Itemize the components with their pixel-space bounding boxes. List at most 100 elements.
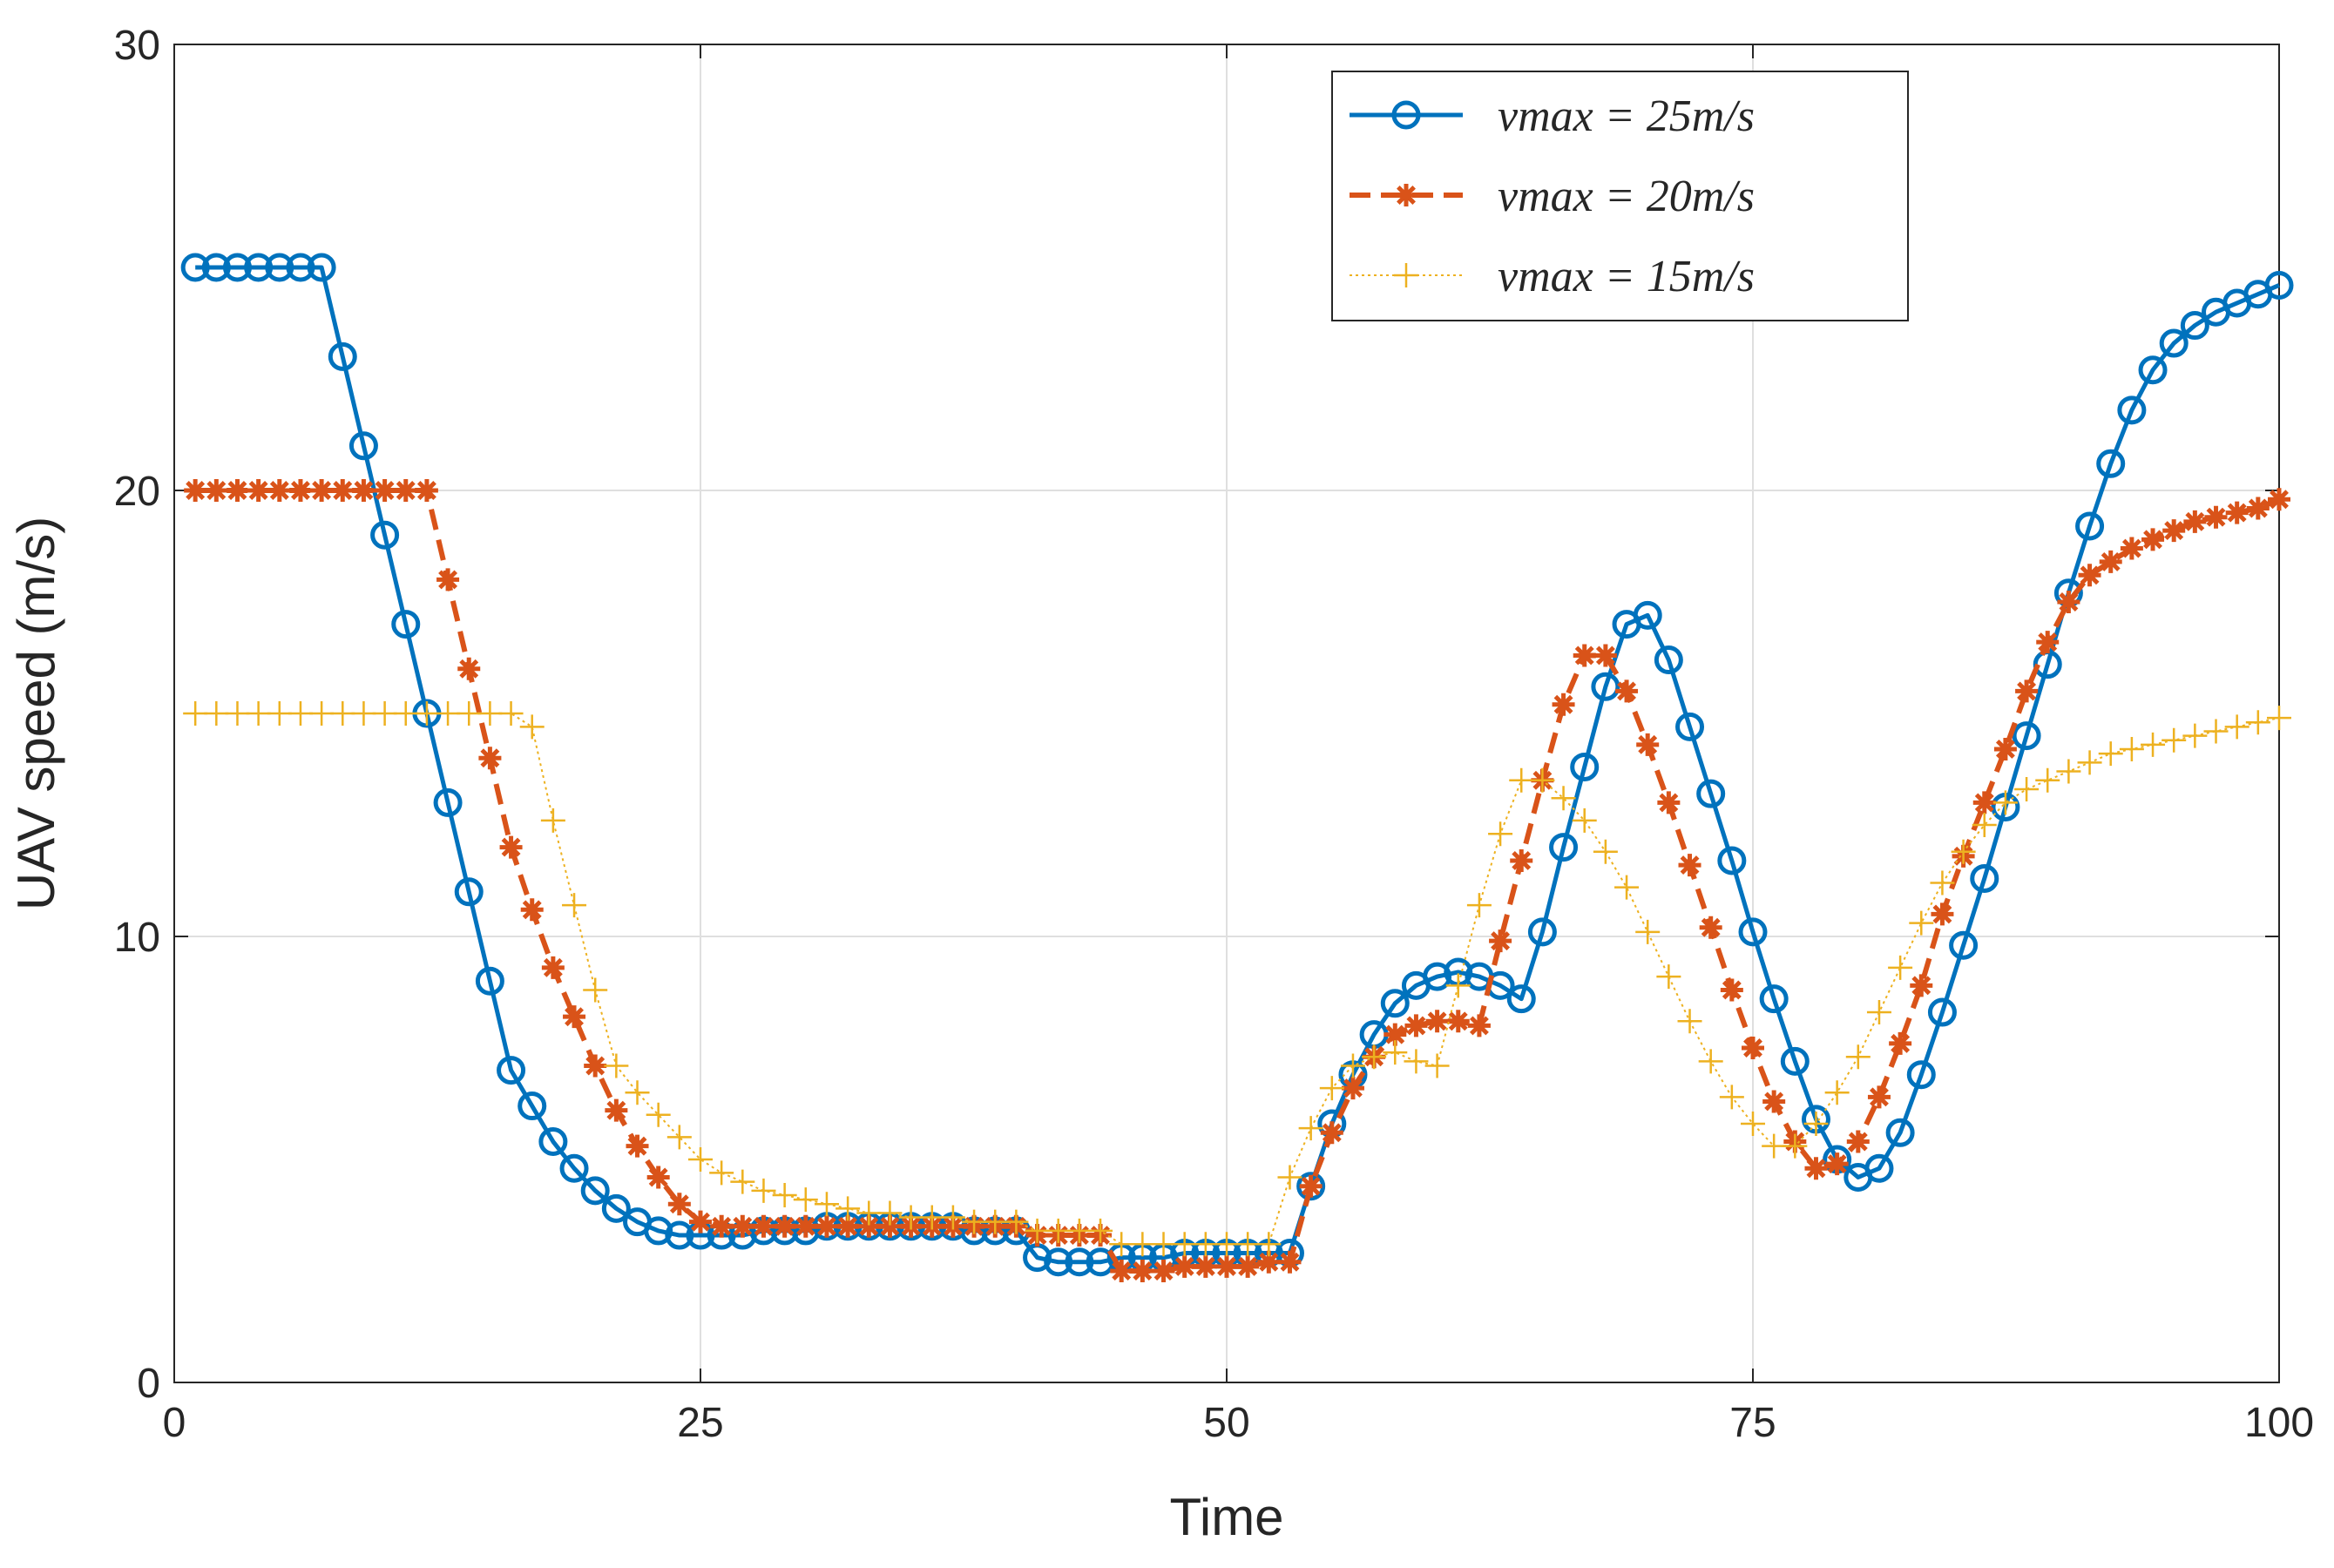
marker bbox=[1636, 733, 1660, 756]
marker bbox=[288, 479, 312, 502]
marker bbox=[1845, 1044, 1871, 1070]
marker bbox=[205, 479, 228, 502]
marker bbox=[2015, 679, 2039, 703]
marker bbox=[457, 701, 482, 726]
marker bbox=[498, 701, 524, 726]
marker bbox=[201, 253, 231, 282]
marker bbox=[563, 1005, 586, 1029]
marker bbox=[604, 1053, 629, 1078]
marker bbox=[1614, 875, 1640, 900]
x-axis-label: Time bbox=[1169, 1488, 1283, 1546]
marker bbox=[1719, 1085, 1744, 1110]
marker bbox=[625, 1080, 650, 1105]
marker bbox=[225, 701, 250, 726]
marker bbox=[1906, 1060, 1936, 1090]
marker bbox=[370, 520, 400, 550]
marker bbox=[1762, 1133, 1787, 1159]
marker bbox=[731, 1214, 754, 1238]
marker bbox=[1380, 989, 1410, 1018]
marker bbox=[1675, 712, 1705, 741]
marker bbox=[2119, 736, 2144, 761]
marker bbox=[1738, 917, 1768, 947]
marker bbox=[222, 253, 252, 282]
marker bbox=[2075, 511, 2105, 541]
marker bbox=[1846, 1130, 1870, 1153]
marker bbox=[2120, 537, 2143, 560]
marker bbox=[2224, 714, 2249, 740]
marker bbox=[541, 956, 565, 979]
marker bbox=[265, 253, 294, 282]
marker bbox=[457, 657, 481, 680]
marker bbox=[1530, 767, 1555, 793]
marker bbox=[1949, 930, 1979, 960]
marker bbox=[1615, 679, 1639, 703]
marker bbox=[2264, 270, 2294, 300]
marker bbox=[352, 479, 375, 502]
marker bbox=[244, 253, 274, 282]
marker bbox=[1509, 767, 1534, 793]
marker bbox=[814, 1192, 839, 1217]
marker bbox=[247, 479, 270, 502]
marker bbox=[1066, 1218, 1092, 1243]
marker bbox=[1319, 1076, 1344, 1101]
marker bbox=[1931, 902, 1954, 926]
marker bbox=[246, 701, 271, 726]
marker bbox=[1633, 600, 1662, 630]
marker bbox=[2183, 510, 2207, 533]
marker bbox=[1762, 1090, 1786, 1113]
marker bbox=[2141, 528, 2165, 551]
marker bbox=[1404, 1049, 1429, 1074]
marker bbox=[1656, 964, 1681, 990]
marker bbox=[1466, 893, 1492, 918]
marker bbox=[1065, 1247, 1094, 1277]
series-line bbox=[195, 713, 2280, 1246]
marker bbox=[1527, 917, 1557, 947]
marker bbox=[1446, 1010, 1470, 1033]
marker bbox=[1677, 1009, 1702, 1034]
marker bbox=[1489, 929, 1512, 953]
marker bbox=[1086, 1247, 1115, 1277]
marker bbox=[288, 701, 313, 726]
marker bbox=[478, 747, 502, 770]
marker bbox=[497, 1056, 526, 1085]
marker bbox=[1864, 1153, 1894, 1183]
marker bbox=[331, 479, 355, 502]
marker bbox=[477, 701, 503, 726]
marker bbox=[878, 1214, 902, 1238]
marker bbox=[1570, 752, 1600, 781]
marker bbox=[433, 787, 463, 817]
x-tick-label: 75 bbox=[1729, 1400, 1776, 1446]
marker bbox=[1299, 1174, 1323, 1198]
marker bbox=[1552, 693, 1575, 716]
marker bbox=[1383, 1023, 1407, 1046]
marker bbox=[646, 1166, 670, 1189]
marker bbox=[584, 1054, 607, 1078]
marker bbox=[1423, 962, 1452, 991]
marker bbox=[286, 253, 315, 282]
marker bbox=[1391, 100, 1421, 130]
marker bbox=[1867, 1085, 1891, 1109]
marker bbox=[2035, 767, 2060, 793]
marker bbox=[2117, 395, 2147, 425]
y-tick-label: 30 bbox=[114, 23, 160, 69]
marker bbox=[1635, 919, 1661, 944]
marker bbox=[309, 701, 335, 726]
marker bbox=[1256, 1232, 1282, 1257]
marker bbox=[351, 701, 376, 726]
y-tick-label: 20 bbox=[114, 469, 160, 515]
marker bbox=[1278, 1250, 1302, 1274]
marker bbox=[1296, 1172, 1326, 1201]
marker bbox=[1866, 1000, 1891, 1025]
marker bbox=[2036, 631, 2060, 654]
marker bbox=[857, 1214, 881, 1238]
marker bbox=[1696, 779, 1726, 808]
marker bbox=[1742, 1037, 1764, 1059]
marker bbox=[601, 1193, 631, 1223]
marker bbox=[1394, 263, 1418, 287]
marker bbox=[710, 1214, 734, 1238]
marker bbox=[1131, 1260, 1154, 1282]
marker bbox=[583, 977, 608, 1003]
marker bbox=[666, 1125, 692, 1150]
legend: vmax = 25m/s vmax = 20m/s vmax = 15m/s bbox=[1331, 71, 1909, 321]
marker bbox=[1025, 1218, 1050, 1243]
